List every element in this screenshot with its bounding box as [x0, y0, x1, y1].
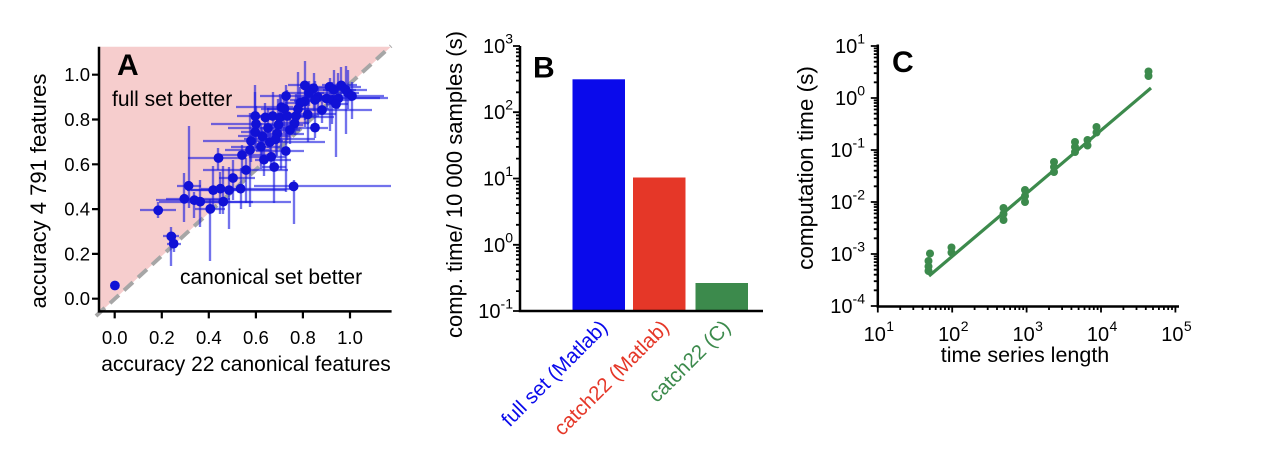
- svg-text:accuracy 4 791 features: accuracy 4 791 features: [26, 74, 51, 309]
- svg-text:4: 4: [1110, 318, 1118, 334]
- svg-text:0.8: 0.8: [64, 109, 90, 130]
- svg-text:full set better: full set better: [112, 88, 232, 111]
- svg-text:computation time (s): computation time (s): [793, 66, 818, 270]
- svg-text:0.2: 0.2: [149, 327, 175, 348]
- svg-text:10: 10: [1161, 324, 1183, 346]
- svg-text:5: 5: [1184, 318, 1192, 334]
- svg-text:accuracy 22 canonical features: accuracy 22 canonical features: [101, 353, 391, 376]
- svg-text:C: C: [892, 46, 914, 79]
- svg-text:B: B: [533, 52, 555, 85]
- svg-text:10: 10: [864, 324, 886, 346]
- svg-text:time series length: time series length: [941, 343, 1110, 367]
- svg-text:0.6: 0.6: [243, 327, 269, 348]
- svg-text:10: 10: [1087, 324, 1109, 346]
- svg-text:0.6: 0.6: [64, 154, 90, 175]
- svg-text:0.0: 0.0: [102, 327, 128, 348]
- svg-text:0.4: 0.4: [64, 199, 90, 220]
- svg-text:3: 3: [1035, 318, 1043, 334]
- svg-text:0.8: 0.8: [290, 327, 316, 348]
- svg-text:10: 10: [1012, 324, 1034, 346]
- svg-text:0.2: 0.2: [64, 243, 90, 264]
- svg-text:10: 10: [938, 324, 960, 346]
- svg-text:1.0: 1.0: [337, 327, 363, 348]
- svg-text:comp. time/ 10 000 samples (s): comp. time/ 10 000 samples (s): [442, 31, 467, 338]
- svg-text:1.0: 1.0: [64, 64, 90, 85]
- svg-text:A: A: [117, 49, 139, 82]
- svg-text:0.0: 0.0: [64, 288, 90, 309]
- svg-text:10-3: 10-3: [830, 239, 865, 267]
- svg-text:0.4: 0.4: [196, 327, 222, 348]
- svg-text:2: 2: [961, 318, 969, 334]
- svg-text:canonical set better: canonical set better: [180, 266, 362, 289]
- svg-text:1: 1: [886, 318, 894, 334]
